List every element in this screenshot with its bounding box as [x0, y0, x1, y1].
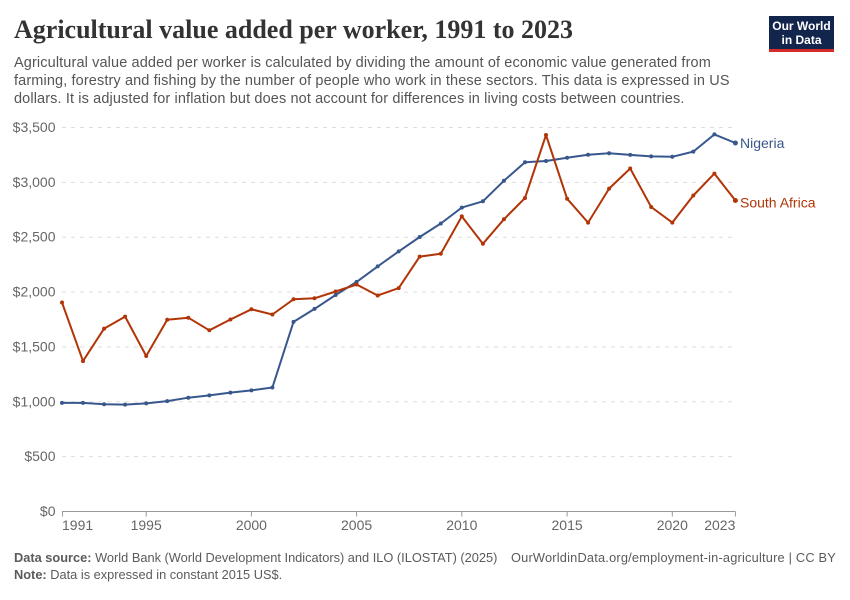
svg-text:2020: 2020	[657, 517, 688, 533]
svg-text:1995: 1995	[131, 517, 162, 533]
svg-text:$1,000: $1,000	[13, 393, 56, 409]
svg-text:South Africa: South Africa	[740, 195, 816, 211]
svg-text:$500: $500	[24, 448, 55, 464]
svg-text:2005: 2005	[341, 517, 372, 533]
svg-text:2000: 2000	[236, 517, 267, 533]
svg-text:$2,500: $2,500	[13, 229, 56, 245]
svg-text:$3,000: $3,000	[13, 174, 56, 190]
svg-text:$0: $0	[40, 503, 56, 519]
svg-text:2023: 2023	[704, 517, 735, 533]
svg-text:$2,000: $2,000	[13, 284, 56, 300]
svg-text:1991: 1991	[62, 517, 93, 533]
svg-text:Nigeria: Nigeria	[740, 135, 785, 151]
svg-text:2015: 2015	[552, 517, 583, 533]
svg-text:$3,500: $3,500	[13, 119, 56, 135]
svg-text:$1,500: $1,500	[13, 338, 56, 354]
svg-text:2010: 2010	[446, 517, 477, 533]
